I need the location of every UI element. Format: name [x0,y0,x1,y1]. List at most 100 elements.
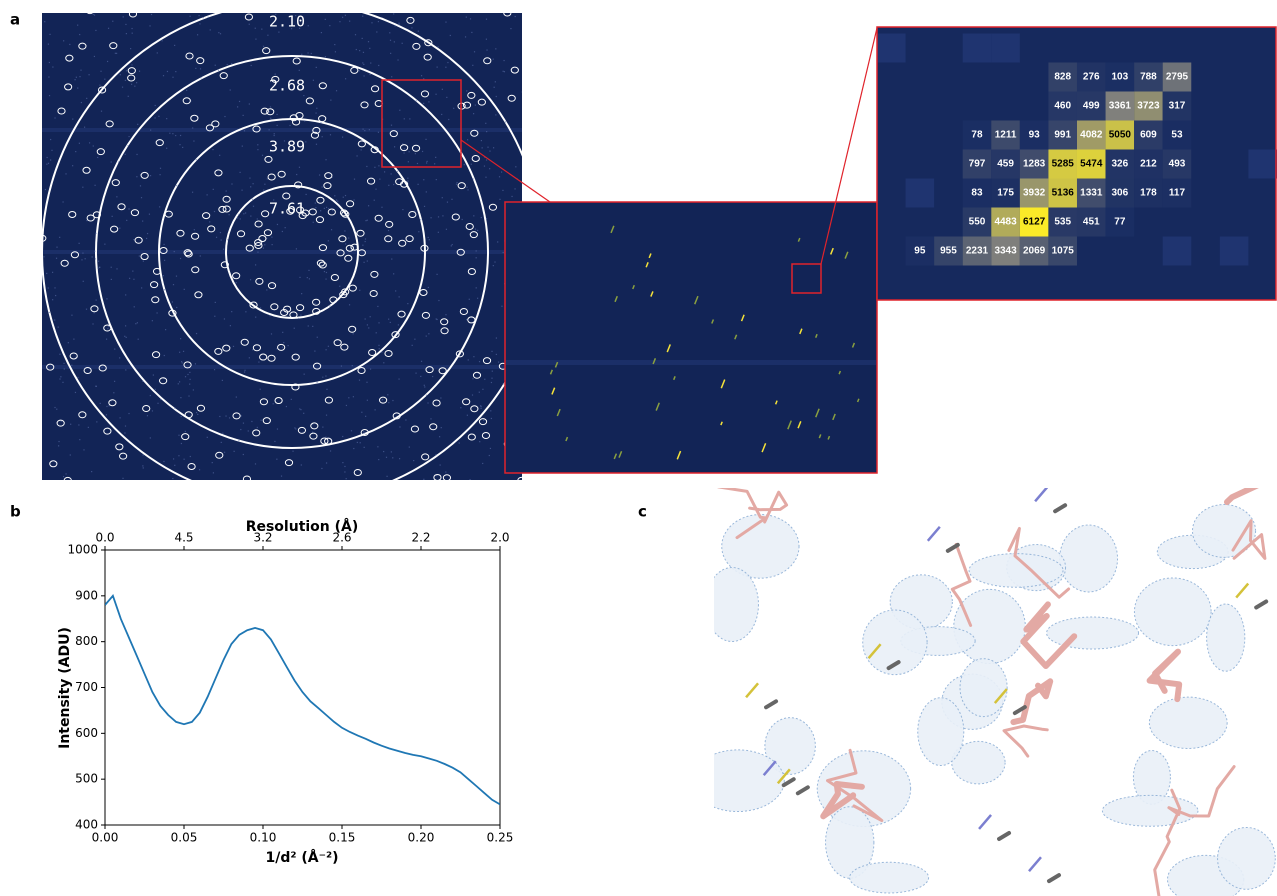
noise [54,117,55,118]
noise [330,134,331,135]
noise [420,376,421,377]
noise [362,62,363,63]
noise [337,201,338,202]
x-axis-label: 1/d² (Å⁻²) [265,849,338,866]
noise [501,171,502,172]
noise [363,262,364,263]
noise [391,125,392,126]
noise [92,256,93,257]
noise [394,146,395,147]
noise [462,219,463,220]
noise [184,289,185,290]
noise [335,51,336,52]
noise [465,36,466,37]
noise [169,213,170,214]
noise [412,345,413,346]
noise [174,251,175,252]
pixel-value: 53 [1171,130,1183,141]
noise [180,135,181,136]
noise [456,184,457,185]
noise [176,307,177,308]
noise [75,151,76,152]
noise [381,351,382,352]
noise [390,53,391,54]
noise [388,402,389,403]
noise [395,290,396,291]
noise [165,329,166,330]
noise [130,48,131,49]
noise [277,428,278,429]
x-tick-label: 0.05 [171,831,198,845]
noise [255,264,256,265]
noise [357,442,358,443]
density-blob [691,750,784,812]
noise [303,413,304,414]
noise [303,95,304,96]
noise [141,287,142,288]
noise [390,322,391,323]
noise [381,207,382,208]
noise [341,365,342,366]
noise [397,59,398,60]
noise [175,71,176,72]
noise [221,239,222,240]
noise [184,459,185,460]
noise [95,258,96,259]
noise [179,352,180,353]
pixel-value: 317 [1169,101,1186,112]
noise [60,376,61,377]
noise [384,171,385,172]
noise [314,351,315,352]
density-blob [1218,827,1276,889]
noise [308,325,309,326]
noise [125,154,126,155]
noise [489,455,490,456]
noise [92,323,93,324]
noise [132,271,133,272]
noise [112,216,113,217]
noise [423,78,424,79]
noise [219,416,220,417]
noise [451,245,452,246]
noise [386,476,387,477]
noise [393,273,394,274]
y-tick-label: 400 [75,818,98,832]
noise [185,431,186,432]
noise [480,405,481,406]
pixel-value: 1075 [1052,246,1075,257]
noise [182,362,183,363]
noise [362,38,363,39]
noise [330,450,331,451]
noise [428,333,429,334]
noise [424,385,425,386]
spot-marker [24,207,31,213]
noise [445,471,446,472]
noise [79,243,80,244]
noise [255,463,256,464]
noise [112,21,113,22]
noise [435,157,436,158]
noise [477,298,478,299]
noise [137,322,138,323]
noise [75,392,76,393]
noise [440,464,441,465]
noise [176,185,177,186]
noise [82,253,83,254]
noise [419,38,420,39]
noise [139,255,140,256]
noise [344,471,345,472]
noise [76,77,77,78]
noise [126,220,127,221]
noise [479,361,480,362]
noise [212,462,213,463]
noise [238,440,239,441]
noise [253,206,254,207]
noise [93,312,94,313]
noise [374,200,375,201]
noise [353,199,354,200]
noise [71,365,72,366]
noise [63,363,64,364]
noise [353,396,354,397]
noise [44,21,45,22]
noise [257,218,258,219]
